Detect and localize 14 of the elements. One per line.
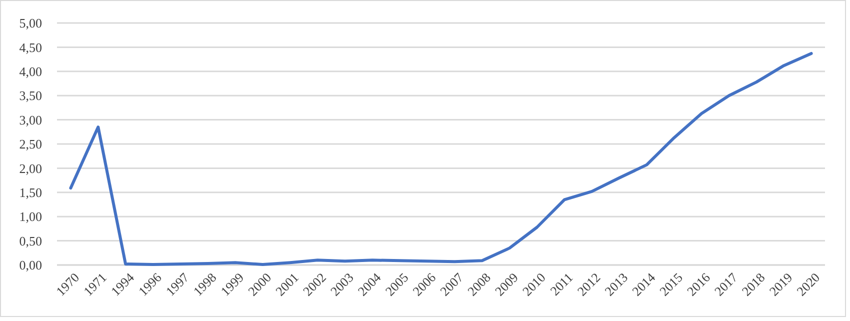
y-tick-label: 0,50 — [19, 233, 42, 248]
y-tick-label: 1,00 — [19, 209, 42, 224]
y-tick-label: 2,00 — [19, 160, 42, 176]
y-tick-label: 3,50 — [19, 88, 42, 104]
y-tick-label: 0,00 — [19, 258, 42, 273]
x-tick-label: 1971 — [80, 270, 110, 299]
y-tick-label: 5,00 — [19, 16, 42, 31]
y-tick-label: 3,00 — [19, 112, 42, 128]
y-tick-label: 1,50 — [19, 184, 42, 200]
line-series — [69, 52, 813, 266]
y-tick-label: 4,00 — [19, 64, 42, 79]
y-tick-label: 4,50 — [19, 40, 42, 55]
x-tick-label: 2011 — [547, 270, 576, 298]
y-tick-label: 2,50 — [19, 136, 42, 152]
